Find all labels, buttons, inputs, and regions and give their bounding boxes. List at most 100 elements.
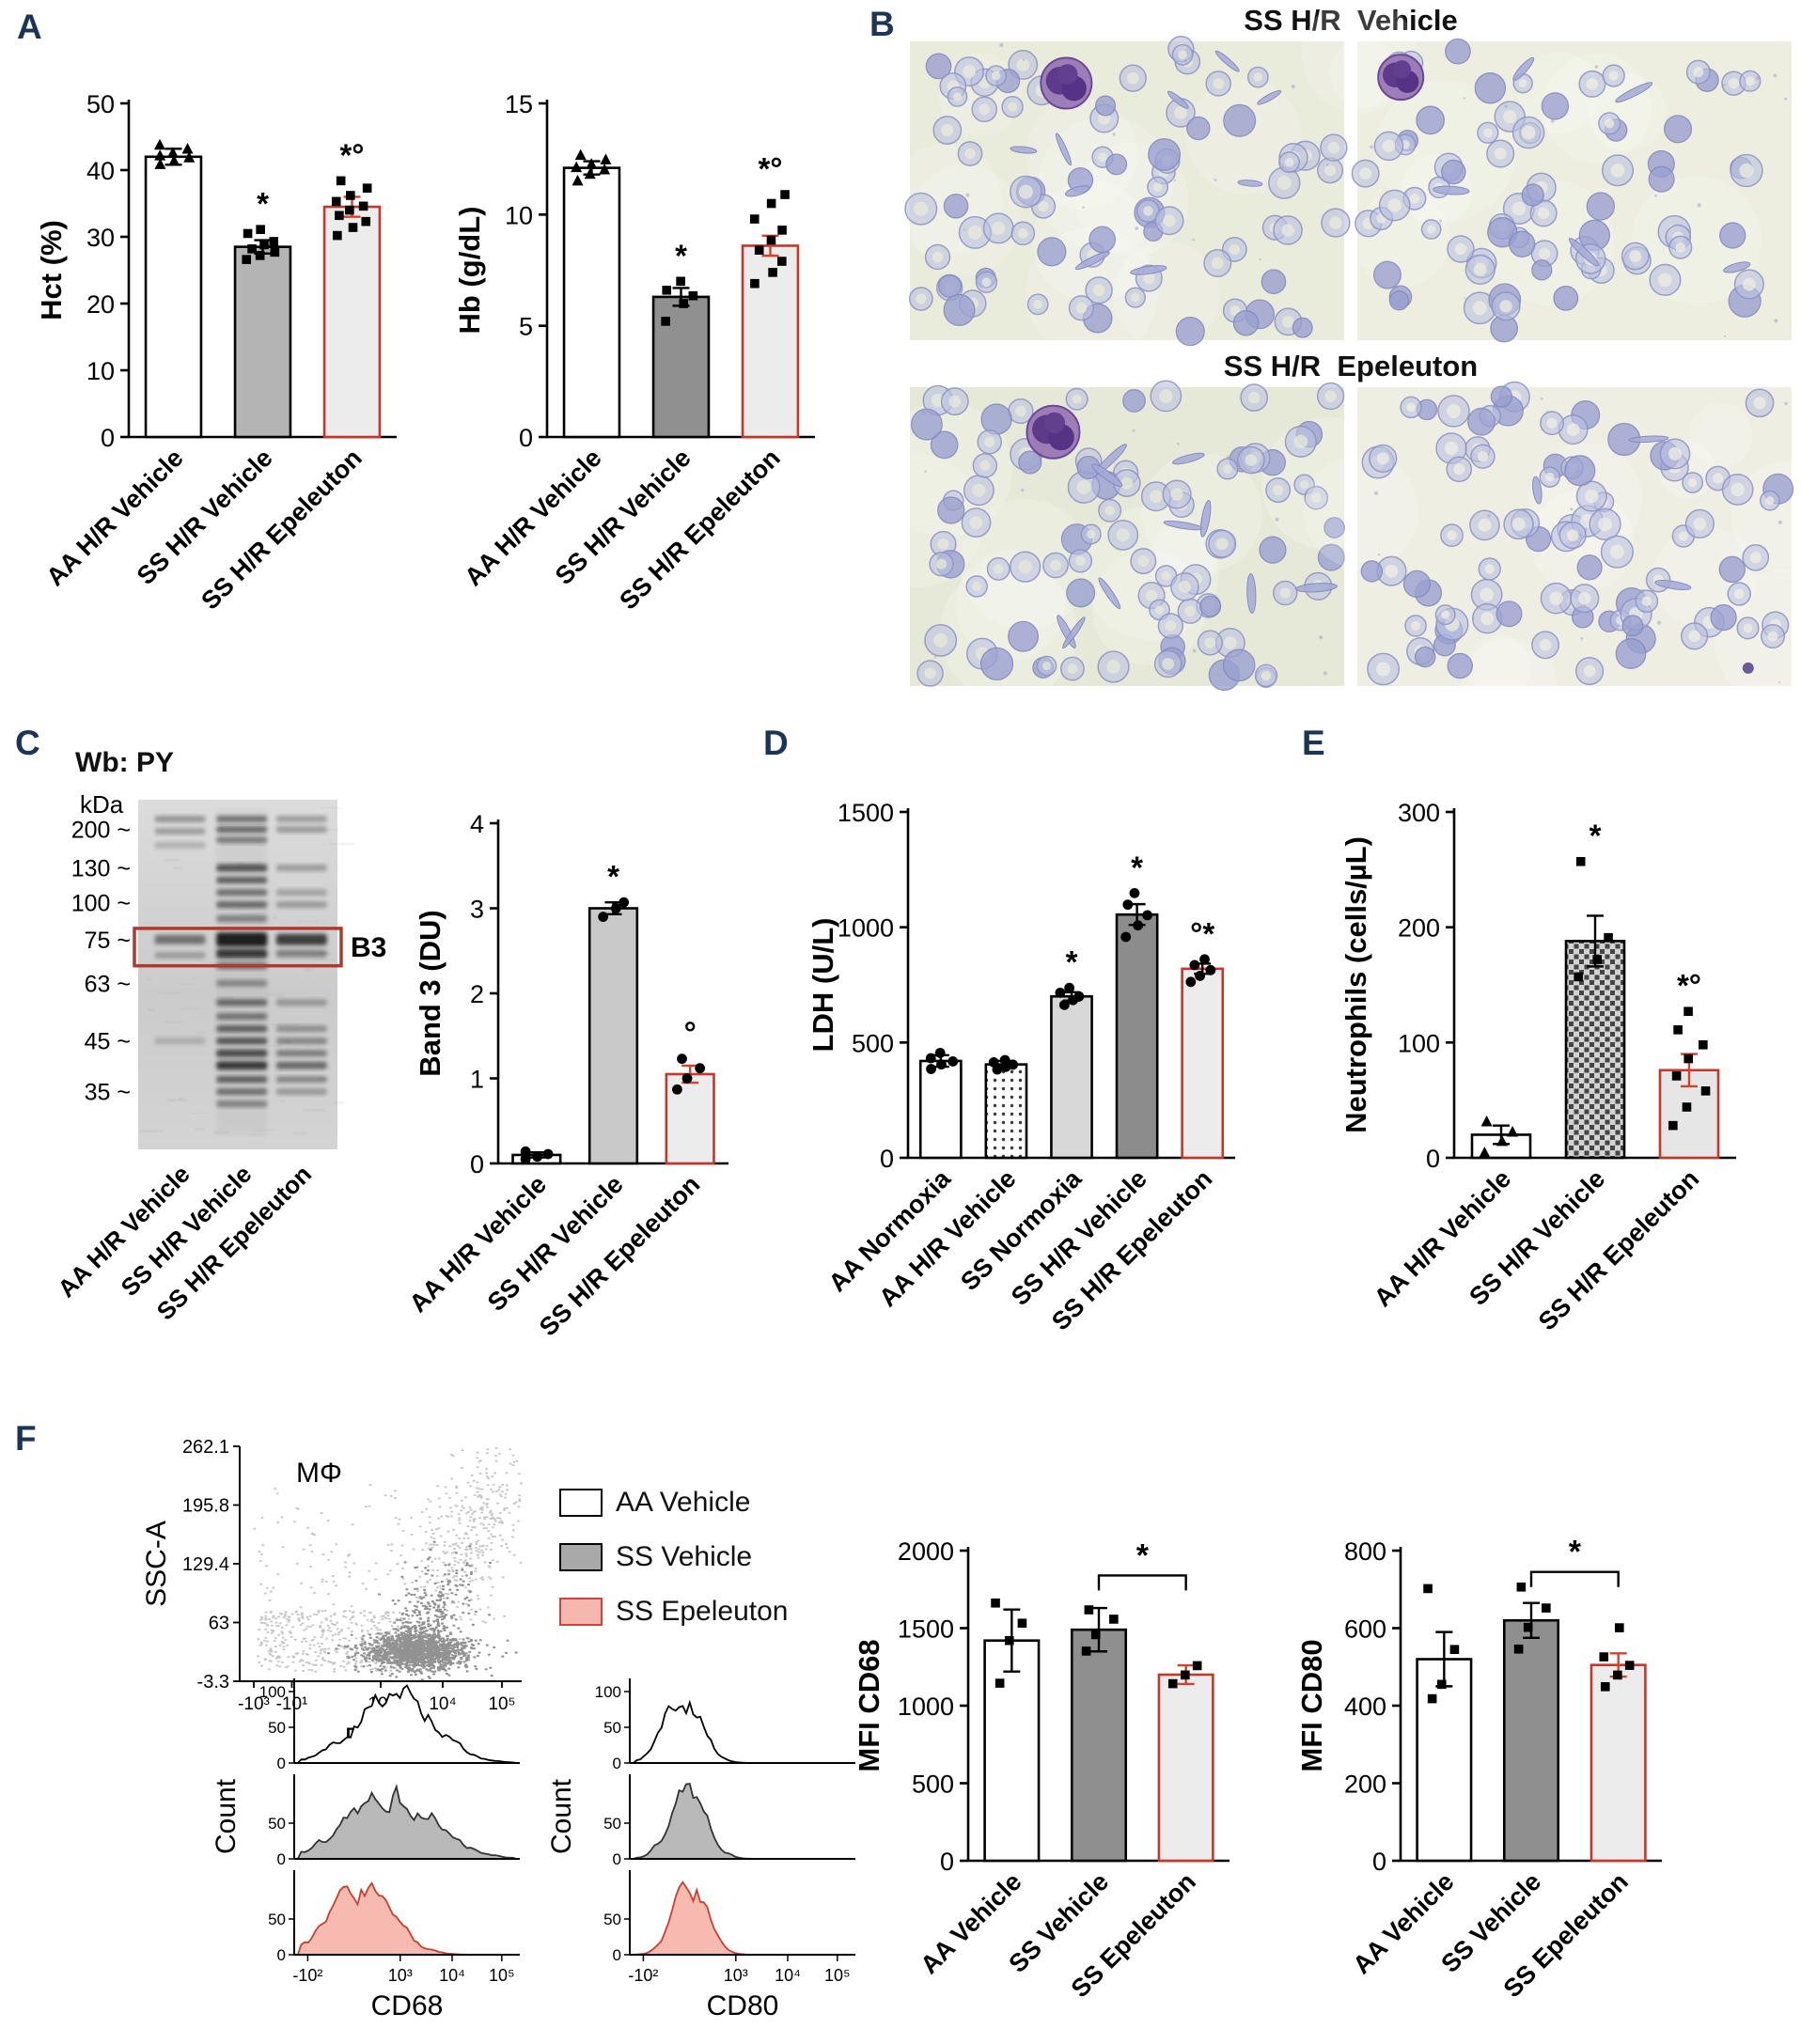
svg-text:*: *: [1569, 1535, 1582, 1570]
western-blot: kDa 200 ~130 ~100 ~75 ~63 ~45 ~35 ~ B3 AA H…: [52, 785, 437, 1353]
svg-text:-10²: -10²: [292, 1966, 322, 1985]
legend-swatch-aa-vehicle: [559, 1489, 603, 1517]
svg-text:*: *: [1590, 819, 1602, 853]
svg-text:35 ~: 35 ~: [85, 1080, 131, 1106]
legend-item-ss-vehicle: SS Vehicle: [559, 1541, 788, 1573]
svg-text:200: 200: [1398, 914, 1440, 943]
svg-text:50: 50: [268, 1815, 286, 1833]
svg-text:-10¹: -10¹: [276, 1694, 308, 1714]
western-blot-title: Wb: PY: [75, 747, 174, 778]
svg-text:CD68: CD68: [371, 1990, 444, 2021]
cd80-histogram: 0 50 100 0 50 0 50 -10² 10³ 10⁴ 10⁵ CD80 Count: [546, 1671, 884, 2044]
svg-text:50: 50: [603, 1911, 621, 1928]
svg-text:100: 100: [1398, 1029, 1440, 1057]
svg-text:3: 3: [470, 896, 484, 924]
svg-text:-10³: -10³: [238, 1694, 270, 1714]
band3-bar-chart: 0 1 2 3 4 Band 3 (DU) AA H/R Vehicle * SS H/R Ve…: [404, 778, 780, 1403]
svg-text:500: 500: [852, 1029, 894, 1057]
svg-text:SSC-A: SSC-A: [141, 1521, 172, 1607]
svg-text:40: 40: [86, 157, 115, 185]
svg-text:0: 0: [1372, 1848, 1386, 1876]
svg-text:0: 0: [277, 1850, 286, 1868]
neutrophils-bar-chart: 0 100 200 300 Neutrophils (cells/µL) AA H/R V…: [1321, 763, 1791, 1444]
svg-text:100: 100: [595, 1683, 621, 1701]
svg-text:10: 10: [505, 201, 533, 229]
svg-text:600: 600: [1344, 1615, 1386, 1644]
svg-text:0: 0: [1426, 1145, 1440, 1173]
panel-d-label: D: [763, 724, 789, 762]
svg-text:LDH (U/L): LDH (U/L): [807, 918, 839, 1053]
svg-text:-10²: -10²: [628, 1966, 658, 1985]
svg-text:10⁵: 10⁵: [488, 1694, 515, 1714]
legend-label-aa-vehicle: AA Vehicle: [616, 1487, 751, 1518]
svg-text:°*: °*: [1190, 916, 1214, 951]
legend-item-ss-epeleuton: SS Epeleuton: [559, 1596, 788, 1628]
svg-text:0: 0: [613, 1755, 621, 1772]
svg-text:Neutrophils (cells/µL): Neutrophils (cells/µL): [1339, 836, 1372, 1133]
svg-text:0: 0: [470, 1150, 484, 1178]
svg-text:MΦ: MΦ: [296, 1458, 342, 1489]
svg-text:-3.3: -3.3: [197, 1672, 229, 1693]
svg-text:B3: B3: [351, 932, 386, 963]
svg-text:4: 4: [470, 810, 484, 838]
svg-text:10: 10: [86, 357, 115, 385]
svg-text:0: 0: [613, 1946, 621, 1964]
svg-text:0: 0: [277, 1946, 286, 1964]
svg-text:CD80: CD80: [707, 1990, 779, 2021]
svg-text:0: 0: [277, 1755, 286, 1772]
svg-text:MFI CD80: MFI CD80: [1295, 1639, 1328, 1771]
mfi-cd68-bar-chart: 0 500 1000 1500 2000 MFI CD68 AA Vehicle SS Veh…: [837, 1515, 1288, 2044]
legend-swatch-ss-vehicle: [559, 1543, 603, 1571]
svg-text:5: 5: [519, 313, 533, 341]
svg-text:*: *: [1131, 850, 1143, 884]
micrograph-ss-hr-vehicle-1: [887, 36, 1351, 360]
svg-text:800: 800: [1344, 1537, 1386, 1566]
svg-text:200 ~: 200 ~: [71, 818, 131, 844]
svg-text:2000: 2000: [898, 1537, 954, 1566]
svg-text:130 ~: 130 ~: [71, 856, 131, 882]
mfi-cd80-bar-chart: 0 200 400 600 800 MFI CD80 AA Vehicle SS Vehicl…: [1290, 1515, 1731, 2044]
svg-text:50: 50: [268, 1911, 286, 1928]
svg-text:1: 1: [470, 1066, 484, 1094]
svg-text:50: 50: [603, 1719, 621, 1737]
svg-text:SS H/R Epeleuton: SS H/R Epeleuton: [614, 444, 785, 615]
panel-f-label: F: [15, 1419, 37, 1458]
svg-text:1500: 1500: [898, 1615, 954, 1644]
svg-text:300: 300: [1398, 799, 1440, 827]
svg-text:45 ~: 45 ~: [85, 1029, 131, 1055]
svg-text:0: 0: [101, 424, 115, 452]
svg-text:°: °: [684, 1016, 697, 1051]
micrograph-ss-hr-epeleuton-1: [850, 380, 1395, 701]
svg-text:Hb (g/dL): Hb (g/dL): [453, 206, 486, 334]
svg-text:*°: *°: [758, 151, 782, 186]
svg-text:50: 50: [268, 1719, 286, 1737]
flow-legend: AA Vehicle SS Vehicle SS Epeleuton: [559, 1487, 788, 1650]
legend-swatch-ss-epeleuton: [559, 1598, 603, 1626]
svg-text:SS H/R Epeleuton: SS H/R Epeleuton: [1533, 1164, 1704, 1335]
svg-text:30: 30: [86, 224, 115, 252]
svg-text:10⁴: 10⁴: [429, 1694, 456, 1714]
svg-text:200: 200: [1344, 1771, 1386, 1799]
svg-text:SS H/R Vehicle: SS H/R Vehicle: [482, 1170, 629, 1317]
svg-text:10⁵: 10⁵: [489, 1966, 514, 1985]
svg-text:Count: Count: [211, 1778, 242, 1854]
svg-text:1000: 1000: [898, 1693, 954, 1721]
hct-bar-chart: 0 10 20 30 40 50 Hct (%) AA H/R Vehicle * SS H/R …: [23, 49, 437, 711]
panel-a-label: A: [17, 8, 42, 46]
svg-text:Hct (%): Hct (%): [35, 220, 68, 320]
svg-text:100: 100: [259, 1683, 286, 1701]
svg-text:Band 3 (DU): Band 3 (DU): [414, 910, 446, 1076]
svg-text:10⁴: 10⁴: [439, 1966, 465, 1985]
svg-text:262.1: 262.1: [182, 1437, 229, 1458]
svg-text:2: 2: [470, 980, 484, 1008]
svg-text:Count: Count: [546, 1778, 577, 1854]
svg-text:500: 500: [912, 1771, 954, 1799]
panel-e-label: E: [1302, 724, 1325, 762]
svg-text:1000: 1000: [838, 914, 894, 943]
svg-text:*: *: [1066, 944, 1078, 979]
svg-text:10⁵: 10⁵: [824, 1966, 850, 1985]
panel-b-label: B: [869, 5, 895, 43]
svg-text:*: *: [1136, 1537, 1150, 1573]
svg-text:1500: 1500: [838, 799, 894, 827]
svg-text:*: *: [607, 859, 619, 894]
